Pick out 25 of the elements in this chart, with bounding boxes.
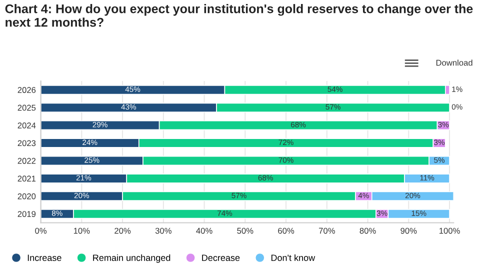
x-tick-label: 60% bbox=[278, 228, 294, 234]
y-tick-label: 2026 bbox=[18, 87, 36, 93]
legend-label: Don't know bbox=[271, 254, 316, 261]
x-tick-label: 40% bbox=[196, 228, 212, 234]
x-tick-label: 50% bbox=[237, 228, 254, 234]
x-tick-label: 90% bbox=[400, 228, 417, 234]
y-tick-label: 2023 bbox=[18, 140, 36, 146]
x-tick-label: 80% bbox=[360, 228, 376, 234]
y-tick-label: 2022 bbox=[18, 158, 36, 164]
x-tick-label: 20% bbox=[114, 228, 131, 234]
y-tick-label: 2019 bbox=[18, 211, 36, 217]
x-tick-label: 100% bbox=[439, 228, 460, 234]
y-tick-label: 2020 bbox=[18, 193, 36, 200]
x-tick-label: 0% bbox=[35, 228, 47, 234]
y-tick-label: 2025 bbox=[18, 104, 36, 111]
x-tick-label: 10% bbox=[74, 228, 90, 234]
legend-label: Decrease bbox=[202, 254, 240, 261]
chart-title: Chart 4: How do you expect your institution's gold reserves to change over the next 12 months? bbox=[5, 4, 473, 27]
text: Download bbox=[436, 60, 472, 66]
y-tick-label: 2021 bbox=[18, 176, 36, 182]
legend-label: Remain unchanged bbox=[93, 254, 170, 263]
x-tick-label: 70% bbox=[318, 228, 335, 234]
y-tick-label: 2024 bbox=[18, 122, 36, 128]
x-tick-label: 30% bbox=[155, 228, 172, 234]
legend-label: Increase bbox=[28, 254, 62, 261]
